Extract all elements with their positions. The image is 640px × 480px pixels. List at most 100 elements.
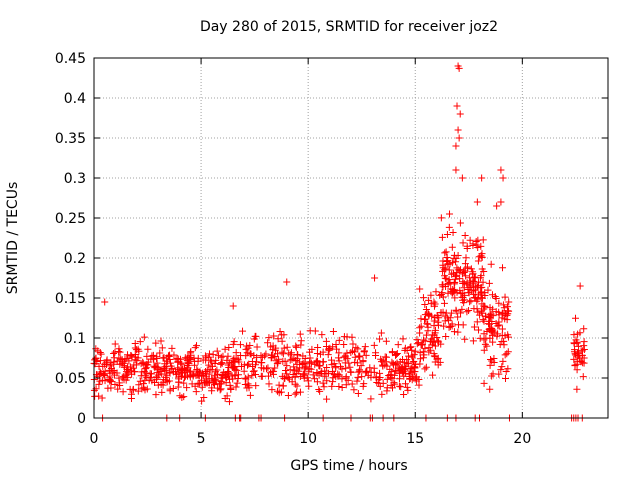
data-point	[453, 102, 461, 110]
data-point	[243, 349, 251, 357]
data-point	[316, 387, 324, 395]
data-point	[111, 348, 119, 356]
data-point	[248, 372, 256, 380]
data-point	[358, 373, 366, 381]
data-point	[332, 341, 340, 349]
data-point	[448, 320, 456, 328]
data-point	[405, 360, 413, 368]
data-point	[244, 373, 252, 381]
data-point	[154, 371, 162, 379]
data-point	[245, 360, 253, 368]
data-point	[410, 358, 418, 366]
data-point	[464, 286, 472, 294]
data-point	[497, 198, 505, 206]
data-point	[347, 368, 355, 376]
data-point	[392, 360, 400, 368]
data-point	[386, 371, 394, 379]
data-point	[399, 363, 407, 371]
data-point	[136, 338, 144, 346]
data-point	[288, 355, 296, 363]
data-point	[504, 333, 512, 341]
data-point	[348, 380, 356, 388]
data-point	[107, 384, 115, 392]
data-point	[159, 354, 167, 362]
data-point	[388, 374, 396, 382]
data-point	[230, 354, 238, 362]
data-point	[471, 273, 479, 281]
data-point	[501, 293, 509, 301]
data-point	[209, 351, 217, 359]
data-point	[504, 365, 512, 373]
data-point	[483, 342, 491, 350]
data-point	[239, 327, 247, 335]
data-point	[181, 372, 189, 380]
data-point	[472, 294, 480, 302]
data-point	[474, 308, 482, 316]
data-point	[296, 388, 304, 396]
data-point	[454, 313, 462, 321]
data-point	[313, 350, 321, 358]
data-point	[463, 263, 471, 271]
data-point	[448, 289, 456, 297]
data-point	[431, 353, 439, 361]
data-point	[153, 373, 161, 381]
data-point	[480, 346, 488, 354]
data-point	[359, 382, 367, 390]
data-point	[227, 385, 235, 393]
data-point	[234, 371, 242, 379]
x-tick-label: 10	[299, 431, 317, 447]
data-point	[281, 357, 289, 365]
data-point	[454, 126, 462, 134]
data-point	[226, 381, 234, 389]
data-point	[382, 358, 390, 366]
data-point	[99, 370, 107, 378]
data-point	[178, 360, 186, 368]
data-point	[205, 350, 213, 358]
data-point	[132, 346, 140, 354]
data-point	[160, 376, 168, 384]
data-point	[249, 363, 257, 371]
data-point	[283, 278, 291, 286]
data-point	[421, 344, 429, 352]
data-point	[161, 367, 169, 375]
data-point	[485, 279, 493, 287]
data-point	[376, 382, 384, 390]
data-point	[572, 314, 580, 322]
data-point	[571, 346, 579, 354]
data-point	[124, 351, 132, 359]
data-point	[222, 379, 230, 387]
data-point	[400, 391, 408, 399]
data-point	[174, 383, 182, 391]
data-point	[279, 350, 287, 358]
data-point	[296, 330, 304, 338]
data-point	[320, 372, 328, 380]
data-point	[267, 343, 275, 351]
data-point	[166, 359, 174, 367]
data-point	[411, 347, 419, 355]
data-point	[495, 311, 503, 319]
data-point	[328, 361, 336, 369]
data-point	[383, 375, 391, 383]
data-point	[257, 352, 265, 360]
data-point	[335, 357, 343, 365]
data-point	[438, 233, 446, 241]
data-point	[481, 340, 489, 348]
data-point	[486, 385, 494, 393]
data-point	[459, 239, 467, 247]
data-point	[408, 352, 416, 360]
data-point	[443, 230, 451, 238]
data-point	[367, 373, 375, 381]
data-point	[229, 363, 237, 371]
data-point	[488, 357, 496, 365]
data-point	[573, 385, 581, 393]
data-point	[446, 210, 454, 218]
data-point	[376, 335, 384, 343]
data-point	[451, 294, 459, 302]
data-point	[154, 364, 162, 372]
data-point	[351, 358, 359, 366]
data-point	[411, 364, 419, 372]
data-point	[461, 335, 469, 343]
data-point	[423, 320, 431, 328]
data-point	[433, 312, 441, 320]
data-point	[148, 352, 156, 360]
